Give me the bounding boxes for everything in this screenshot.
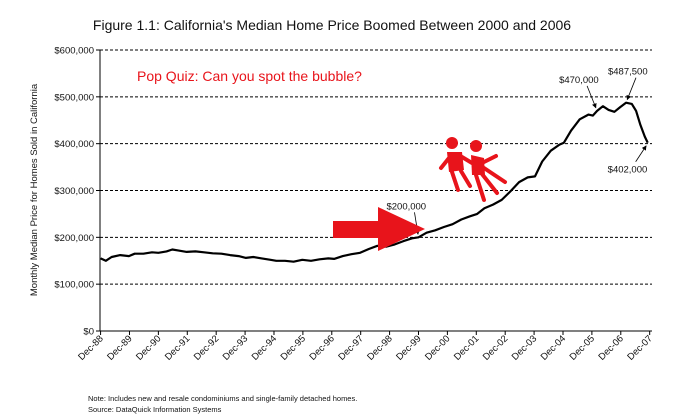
- y-tick-label: $600,000: [54, 46, 94, 57]
- x-tick-label: Dec-00: [423, 333, 452, 362]
- x-tick-label: Dec-02: [481, 333, 510, 362]
- x-tick-label: Dec-97: [336, 333, 365, 362]
- x-tick-label: Dec-93: [221, 333, 250, 362]
- x-tick-label: Dec-96: [307, 333, 336, 362]
- annotation-arrow: [586, 85, 597, 109]
- x-tick-label: Dec-03: [510, 333, 539, 362]
- x-axis: Dec-88 Dec-89 Dec-90 Dec-91 Dec-92 Dec-93 Dec-…: [76, 330, 655, 363]
- y-axis: $0 $100,000 $200,000 $300,000 $400,000 $500,0…: [54, 46, 101, 338]
- series-line: [100, 101, 649, 263]
- x-tick-label: Dec-92: [192, 333, 221, 362]
- x-tick-label: Dec-07: [625, 333, 654, 362]
- y-axis-label: Monthly Median Price for Homes Sold in C…: [29, 83, 40, 296]
- x-tick-label: Dec-94: [250, 333, 279, 362]
- footnote: Note: Includes new and resale condominiu…: [88, 394, 357, 403]
- gridlines: [100, 49, 652, 285]
- x-tick-label: Dec-90: [134, 333, 163, 362]
- y-tick-label: $0: [83, 327, 94, 338]
- plot-area: $0 $100,000 $200,000 $300,000 $400,000 $500,0…: [54, 46, 654, 363]
- y-tick-label: $500,000: [54, 92, 94, 103]
- x-tick-label: Dec-04: [539, 333, 568, 362]
- x-tick-label: Dec-98: [365, 333, 394, 362]
- y-tick-label: $200,000: [54, 233, 94, 244]
- annotation-arrow: [635, 145, 647, 162]
- pop-quiz-text: Pop Quiz: Can you spot the bubble?: [137, 68, 362, 84]
- x-tick-label: Dec-99: [394, 333, 423, 362]
- source-note: Source: DataQuick Information Systems: [88, 405, 222, 414]
- x-tick-label: Dec-89: [105, 333, 134, 362]
- chart-title: Figure 1.1: California's Median Home Pri…: [93, 17, 571, 33]
- y-tick-label: $400,000: [54, 139, 94, 150]
- x-tick-label: Dec-91: [163, 333, 192, 362]
- x-tick-label: Dec-88: [76, 333, 105, 362]
- falling-people-icon: [439, 137, 507, 202]
- y-tick-label: $100,000: [54, 280, 94, 291]
- x-tick-label: Dec-06: [596, 333, 625, 362]
- y-tick-label: $300,000: [54, 186, 94, 197]
- series-layer: [100, 101, 649, 263]
- x-tick-label: Dec-95: [279, 333, 308, 362]
- annotation-layer: $200,000 $470,000 $487,500 $402,000: [386, 67, 648, 235]
- data-label: $402,000: [608, 165, 648, 176]
- data-label: $200,000: [386, 201, 426, 212]
- data-label: $487,500: [608, 67, 648, 78]
- x-tick-label: Dec-01: [452, 333, 481, 362]
- red-arrow-icon: [333, 207, 425, 251]
- x-tick-label: Dec-05: [568, 333, 597, 362]
- data-label: $470,000: [559, 75, 599, 86]
- annotation-arrow: [626, 77, 637, 101]
